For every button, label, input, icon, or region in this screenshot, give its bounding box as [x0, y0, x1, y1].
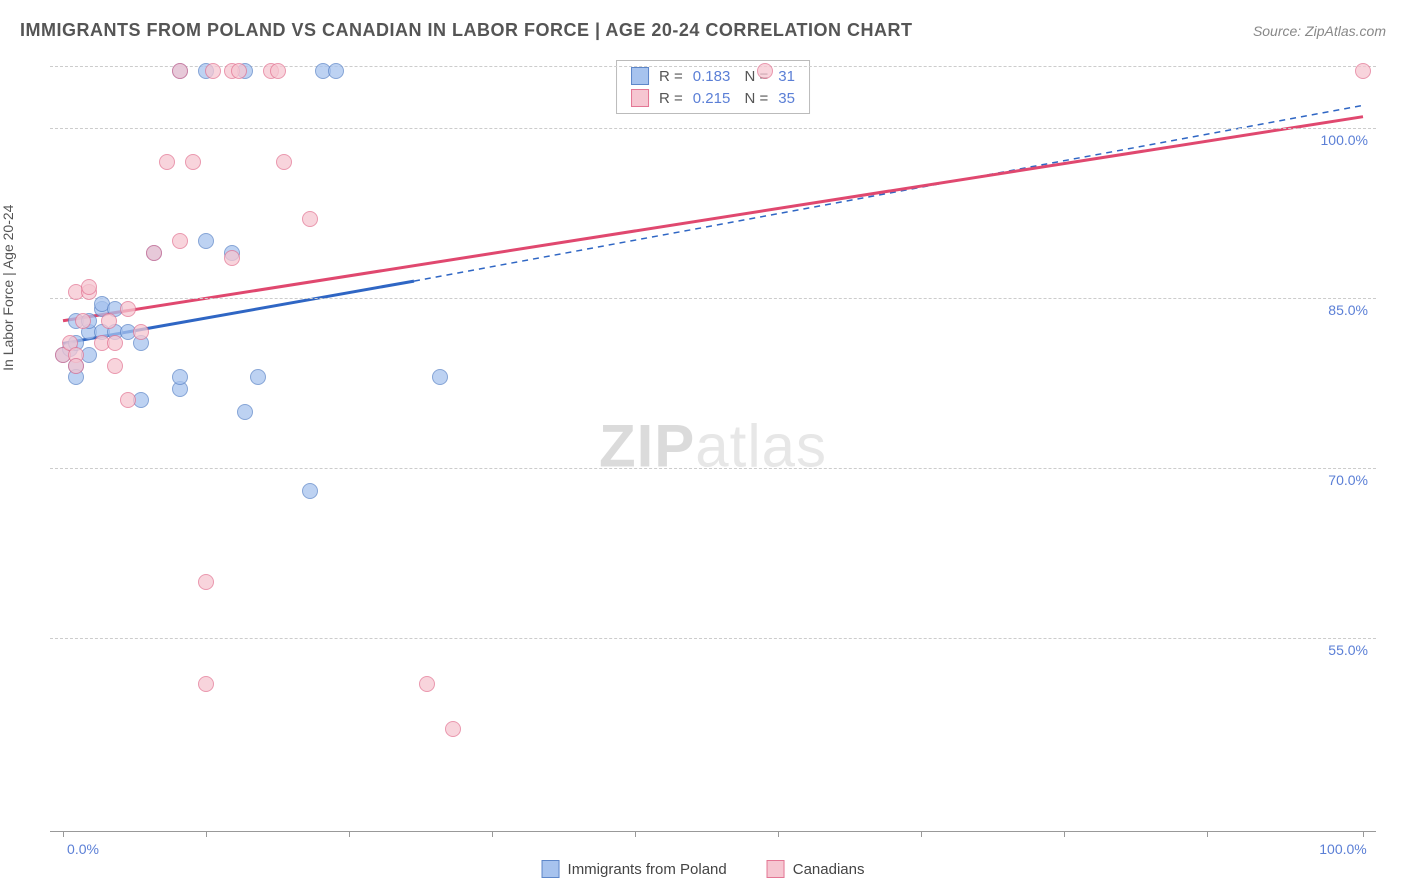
data-point-poland [237, 404, 253, 420]
legend-label-canadians: Canadians [793, 861, 865, 878]
trend-lines-layer [50, 60, 1376, 831]
data-point-canadians [419, 676, 435, 692]
gridline-h [50, 638, 1376, 639]
stat-n-label: N = [740, 90, 768, 107]
plot-area: ZIPatlas R = 0.183 N = 31 R = 0.215 N = … [50, 60, 1376, 832]
x-tick-mark [63, 831, 64, 837]
x-tick-mark [492, 831, 493, 837]
y-tick-label: 100.0% [1321, 132, 1368, 148]
legend-label-poland: Immigrants from Poland [568, 861, 727, 878]
data-point-canadians [68, 358, 84, 374]
legend-item-canadians: Canadians [767, 860, 865, 878]
data-point-canadians [101, 313, 117, 329]
source-attribution: Source: ZipAtlas.com [1253, 23, 1386, 39]
data-point-canadians [205, 63, 221, 79]
data-point-poland [198, 233, 214, 249]
data-point-canadians [270, 63, 286, 79]
watermark: ZIPatlas [599, 411, 827, 480]
stats-legend-box: R = 0.183 N = 31 R = 0.215 N = 35 [616, 60, 810, 114]
data-point-poland [172, 369, 188, 385]
data-point-poland [432, 369, 448, 385]
data-point-canadians [120, 392, 136, 408]
y-axis-label: In Labor Force | Age 20-24 [0, 205, 16, 371]
data-point-canadians [276, 154, 292, 170]
stat-n-value-canadians: 35 [778, 90, 795, 107]
legend-swatch-poland [542, 860, 560, 878]
data-point-canadians [302, 211, 318, 227]
data-point-canadians [198, 676, 214, 692]
data-point-canadians [75, 313, 91, 329]
gridline-h [50, 128, 1376, 129]
y-tick-label: 85.0% [1328, 302, 1368, 318]
stat-n-value-poland: 31 [778, 68, 795, 85]
stat-r-label: R = [659, 68, 683, 85]
data-point-canadians [107, 358, 123, 374]
y-tick-label: 55.0% [1328, 642, 1368, 658]
data-point-poland [302, 483, 318, 499]
data-point-canadians [159, 154, 175, 170]
gridline-h [50, 468, 1376, 469]
x-tick-mark [778, 831, 779, 837]
swatch-canadians [631, 89, 649, 107]
data-point-poland [250, 369, 266, 385]
data-point-canadians [198, 574, 214, 590]
x-tick-label: 0.0% [67, 841, 99, 857]
swatch-poland [631, 67, 649, 85]
gridline-h [50, 298, 1376, 299]
x-tick-mark [1363, 831, 1364, 837]
data-point-canadians [1355, 63, 1371, 79]
data-point-canadians [172, 233, 188, 249]
stat-r-value-canadians: 0.215 [693, 90, 731, 107]
bottom-legend: Immigrants from Poland Canadians [542, 860, 865, 878]
data-point-canadians [185, 154, 201, 170]
x-tick-mark [1064, 831, 1065, 837]
legend-item-poland: Immigrants from Poland [542, 860, 727, 878]
data-point-poland [328, 63, 344, 79]
chart-title: IMMIGRANTS FROM POLAND VS CANADIAN IN LA… [20, 20, 913, 41]
data-point-canadians [757, 63, 773, 79]
x-tick-mark [921, 831, 922, 837]
legend-swatch-canadians [767, 860, 785, 878]
stats-row-canadians: R = 0.215 N = 35 [631, 87, 795, 109]
stat-r-label: R = [659, 90, 683, 107]
stat-r-value-poland: 0.183 [693, 68, 731, 85]
data-point-canadians [224, 250, 240, 266]
data-point-canadians [81, 279, 97, 295]
x-tick-label: 100.0% [1319, 841, 1366, 857]
data-point-canadians [133, 324, 149, 340]
data-point-canadians [172, 63, 188, 79]
x-tick-mark [635, 831, 636, 837]
x-tick-mark [206, 831, 207, 837]
x-tick-mark [1207, 831, 1208, 837]
data-point-canadians [107, 335, 123, 351]
x-tick-mark [349, 831, 350, 837]
data-point-canadians [146, 245, 162, 261]
data-point-canadians [231, 63, 247, 79]
data-point-canadians [445, 721, 461, 737]
y-tick-label: 70.0% [1328, 472, 1368, 488]
data-point-canadians [120, 301, 136, 317]
